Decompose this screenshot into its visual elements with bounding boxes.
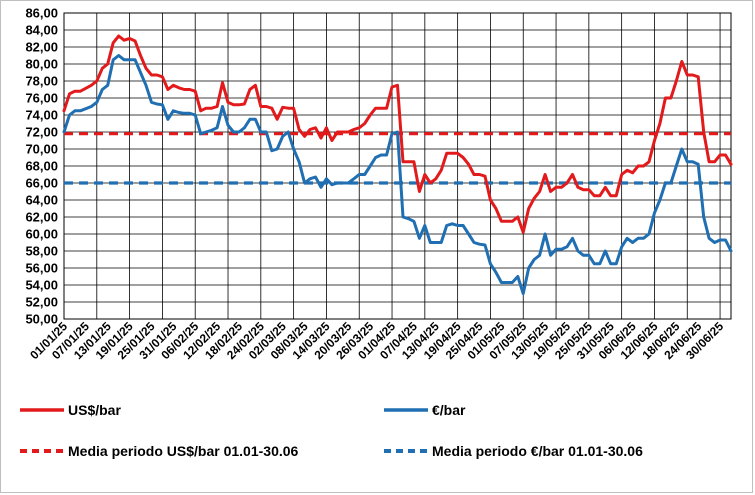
legend-label: Media periodo US$/bar 01.01-30.06 [68, 443, 299, 459]
legend-label: Media periodo €/bar 01.01-30.06 [432, 443, 643, 459]
y-tick-label: 54,00 [25, 278, 58, 293]
x-axis-ticks: 01/01/2507/01/2513/01/2519/01/2525/01/25… [27, 319, 726, 362]
y-tick-label: 82,00 [25, 40, 58, 55]
y-tick-label: 52,00 [25, 295, 58, 310]
y-tick-label: 60,00 [25, 227, 58, 242]
y-tick-label: 62,00 [25, 210, 58, 225]
y-tick-label: 58,00 [25, 244, 58, 259]
y-axis-ticks: 50,00 52,00 54,00 56,00 58,00 60,00 62,00 64,00… [25, 6, 58, 327]
series-line-0 [62, 34, 733, 234]
legend-label: US$/bar [68, 402, 121, 418]
legend: US$/bar €/bar Media periodo US$/bar 01.01-… [20, 402, 643, 459]
y-tick-label: 72,00 [25, 125, 58, 140]
y-tick-label: 70,00 [25, 142, 58, 157]
y-tick-label: 80,00 [25, 57, 58, 72]
series-lines [62, 34, 733, 295]
y-tick-label: 64,00 [25, 193, 58, 208]
y-tick-label: 86,00 [25, 6, 58, 21]
y-tick-label: 76,00 [25, 91, 58, 106]
y-tick-label: 66,00 [25, 176, 58, 191]
y-tick-label: 74,00 [25, 108, 58, 123]
y-tick-label: 78,00 [25, 74, 58, 89]
y-tick-label: 68,00 [25, 159, 58, 174]
y-tick-label: 56,00 [25, 261, 58, 276]
grid [63, 12, 732, 320]
y-tick-label: 84,00 [25, 23, 58, 38]
series-line-1 [62, 54, 733, 295]
y-tick-label: 50,00 [25, 312, 58, 327]
legend-label: €/bar [432, 402, 466, 418]
